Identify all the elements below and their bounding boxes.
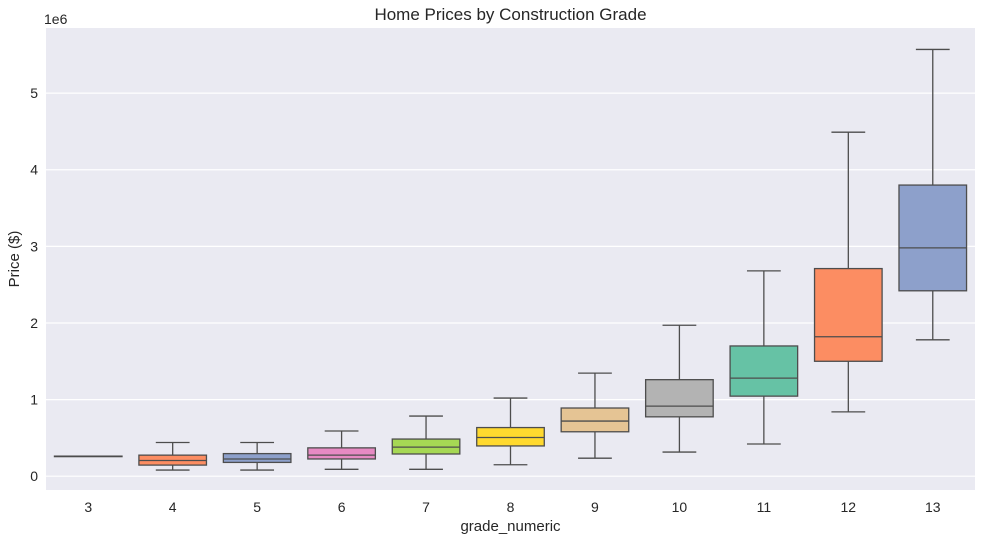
iqr-box	[644, 379, 714, 418]
x-tick-label: 5	[253, 499, 261, 515]
box-grade-5	[222, 441, 292, 471]
x-tick-label: 9	[591, 499, 599, 515]
y-tick-label: 0	[30, 468, 38, 484]
x-tick-label: 11	[757, 499, 772, 515]
x-tick-label: 8	[507, 499, 515, 515]
box-grade-13	[898, 48, 968, 341]
x-tick-label: 6	[338, 499, 346, 515]
x-axis-label: grade_numeric	[460, 518, 561, 535]
y-axis-label: Price ($)	[6, 231, 23, 288]
y-tick-label: 4	[30, 162, 38, 178]
iqr-box	[898, 184, 968, 292]
iqr-box	[222, 452, 292, 464]
x-tick-label: 12	[841, 499, 857, 515]
x-tick-label: 3	[84, 499, 92, 515]
iqr-box	[813, 267, 883, 362]
box-grade-8	[476, 397, 545, 466]
box-grade-6	[307, 430, 377, 470]
iqr-box	[729, 345, 799, 397]
chart-title: Home Prices by Construction Grade	[374, 5, 646, 24]
x-tick-label: 10	[672, 499, 688, 515]
y-tick-label: 3	[30, 238, 38, 254]
box-grade-10	[644, 324, 714, 453]
box-grade-4	[138, 441, 208, 471]
y-tick-labels: 0 1 2 3 4 5	[30, 85, 38, 484]
y-tick-label: 5	[30, 85, 38, 101]
box-grade-3	[53, 455, 123, 458]
iqr-box	[476, 426, 545, 447]
box-grade-7	[391, 415, 461, 470]
box-grade-9	[560, 372, 630, 459]
iqr-box	[307, 447, 377, 460]
y-tick-label: 2	[30, 315, 38, 331]
y-tick-label: 1	[30, 392, 38, 408]
box-series	[53, 48, 968, 471]
x-tick-labels: 3 4 5 6 7 8 9 10 11 12 13	[84, 499, 940, 515]
y-axis-offset-label: 1e6	[44, 11, 68, 27]
iqr-box	[560, 407, 630, 433]
box-grade-11	[729, 270, 799, 445]
x-tick-label: 4	[169, 499, 177, 515]
x-tick-label: 13	[925, 499, 941, 515]
x-tick-label: 7	[422, 499, 430, 515]
box-grade-12	[813, 131, 883, 413]
